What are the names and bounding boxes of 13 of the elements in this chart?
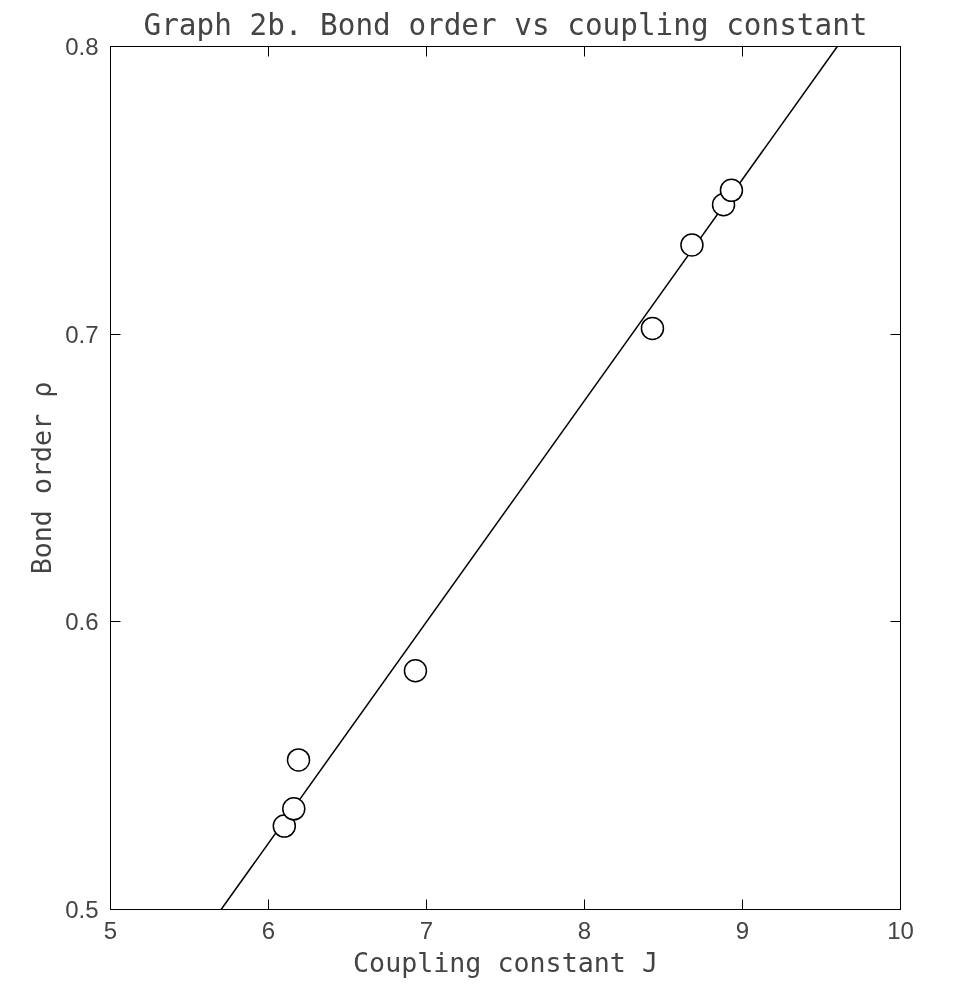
y-tick-label: 0.8 xyxy=(65,33,99,60)
y-tick-label: 0.5 xyxy=(65,896,99,923)
x-tick-label: 7 xyxy=(419,916,434,944)
x-axis-title: Coupling constant J xyxy=(353,946,658,978)
y-tick-label: 0.7 xyxy=(65,320,99,348)
x-tick-label: 5 xyxy=(103,916,118,944)
y-axis-title: Bond order ρ xyxy=(26,381,58,575)
x-tick-label: 6 xyxy=(261,916,276,944)
x-tick-label: 9 xyxy=(735,916,750,944)
x-tick-label: 8 xyxy=(577,916,592,944)
x-tick-label: 10 xyxy=(887,916,914,944)
chart-title: Graph 2b. Bond order vs coupling constant xyxy=(143,7,868,42)
y-tick-label: 0.6 xyxy=(65,608,99,636)
